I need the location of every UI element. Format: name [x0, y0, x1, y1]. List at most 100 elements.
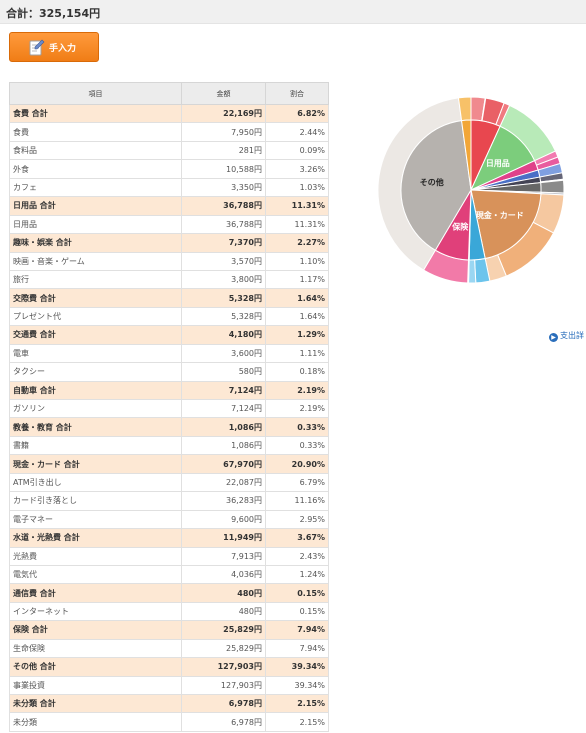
cell-pct: 2.19% [265, 398, 329, 419]
table-row: 光熱費 7,913円 2.43% [9, 546, 329, 566]
cell-amount: 4,180円 [181, 325, 266, 345]
pen-note-icon [29, 39, 45, 56]
cell-item: 自動車 合計 [9, 380, 182, 401]
table-row: 書籍 1,086円 0.33% [9, 435, 329, 456]
cell-pct: 1.03% [265, 177, 329, 198]
table-row: 電車 3,600円 1.11% [9, 343, 329, 364]
arrow-circle-icon: ▶ [549, 333, 558, 342]
cell-pct: 20.90% [265, 454, 329, 474]
budget-table: 項目 金額 割合 食費 合計 22,169円 6.82% 食費 7,950円 2.44% 食… [9, 82, 329, 732]
cell-amount: 281円 [181, 140, 266, 161]
inner-slice [400, 120, 472, 251]
table-row: プレゼント代 5,328円 1.64% [9, 306, 329, 327]
cell-item: カフェ [9, 177, 182, 198]
cell-item: 事業投資 [9, 675, 182, 696]
cell-item: 交通費 合計 [9, 325, 182, 345]
cell-item: ATM引き出し [9, 472, 182, 493]
category-total-row: 水道・光熱費 合計 11,949円 3.67% [9, 528, 329, 548]
cell-item: 未分類 [9, 712, 182, 732]
col-header-item: 項目 [9, 82, 182, 105]
category-total-row: 自動車 合計 7,124円 2.19% [9, 380, 329, 401]
cell-item: 生命保険 [9, 638, 182, 659]
cell-item: 日用品 [9, 214, 182, 235]
category-total-row: 交際費 合計 5,328円 1.64% [9, 288, 329, 308]
cell-pct: 2.95% [265, 509, 329, 530]
cell-pct: 11.31% [265, 196, 329, 216]
cell-pct: 0.09% [265, 140, 329, 161]
inner-slice [470, 189, 542, 260]
cell-pct: 6.82% [265, 103, 329, 124]
table-row: 食料品 281円 0.09% [9, 140, 329, 161]
inner-slice [461, 119, 472, 191]
cell-item: 現金・カード 合計 [9, 454, 182, 474]
cell-pct: 2.19% [265, 380, 329, 401]
table-row: 食費 7,950円 2.44% [9, 122, 329, 142]
total-bar: 合計：325,154円 [0, 0, 586, 24]
manual-input-button[interactable]: 手入力 [9, 32, 99, 62]
table-row: 電子マネー 9,600円 2.95% [9, 509, 329, 530]
cell-pct: 1.64% [265, 288, 329, 308]
cell-pct: 11.31% [265, 214, 329, 235]
cell-item: ガソリン [9, 398, 182, 419]
cell-amount: 480円 [181, 583, 266, 603]
cell-item: 教養・教育 合計 [9, 417, 182, 437]
cell-amount: 5,328円 [181, 288, 266, 308]
cell-item: 映画・音楽・ゲーム [9, 251, 182, 271]
cell-item: 書籍 [9, 435, 182, 456]
cell-item: 水道・光熱費 合計 [9, 528, 182, 548]
table-row: 日用品 36,788円 11.31% [9, 214, 329, 235]
table-row: タクシー 580円 0.18% [9, 362, 329, 382]
cell-item: インターネット [9, 601, 182, 622]
category-total-row: 教養・教育 合計 1,086円 0.33% [9, 417, 329, 437]
cell-pct: 1.29% [265, 325, 329, 345]
cell-pct: 7.94% [265, 638, 329, 659]
cell-item: 電子マネー [9, 509, 182, 530]
cell-amount: 1,086円 [181, 417, 266, 437]
cell-pct: 1.17% [265, 269, 329, 290]
cell-amount: 11,949円 [181, 528, 266, 548]
category-total-row: 保険 合計 25,829円 7.94% [9, 620, 329, 640]
cell-item: 日用品 合計 [9, 196, 182, 216]
category-total-row: その他 合計 127,903円 39.34% [9, 657, 329, 677]
cell-item: 電気代 [9, 564, 182, 585]
cell-amount: 7,913円 [181, 546, 266, 566]
category-total-row: 交通費 合計 4,180円 1.29% [9, 325, 329, 345]
cell-item: タクシー [9, 362, 182, 382]
pie-label: 保険 [451, 221, 469, 231]
outer-slice [468, 259, 477, 284]
cell-amount: 22,169円 [181, 103, 266, 124]
table-row: ATM引き出し 22,087円 6.79% [9, 472, 329, 493]
cell-amount: 25,829円 [181, 620, 266, 640]
cell-amount: 3,600円 [181, 343, 266, 364]
cell-amount: 1,086円 [181, 435, 266, 456]
col-header-pct: 割合 [265, 82, 329, 105]
cell-item: 外食 [9, 159, 182, 179]
cell-amount: 580円 [181, 362, 266, 382]
cell-pct: 0.33% [265, 435, 329, 456]
cell-pct: 39.34% [265, 657, 329, 677]
cell-pct: 1.64% [265, 306, 329, 327]
category-total-row: 通信費 合計 480円 0.15% [9, 583, 329, 603]
cell-amount: 7,124円 [181, 380, 266, 401]
cell-amount: 36,788円 [181, 214, 266, 235]
cell-amount: 3,570円 [181, 251, 266, 271]
cell-amount: 6,978円 [181, 693, 266, 714]
cell-amount: 36,283円 [181, 491, 266, 511]
cell-pct: 11.16% [265, 491, 329, 511]
expense-detail-link[interactable]: ▶ 支出詳 [549, 330, 584, 342]
table-header-row: 項目 金額 割合 [9, 82, 329, 105]
manual-input-label: 手入力 [49, 44, 77, 54]
cell-item: 旅行 [9, 269, 182, 290]
cell-pct: 0.15% [265, 583, 329, 603]
cell-pct: 7.94% [265, 620, 329, 640]
category-total-row: 日用品 合計 36,788円 11.31% [9, 196, 329, 216]
table-row: 事業投資 127,903円 39.34% [9, 675, 329, 696]
pie-label: 現金・カード [476, 210, 524, 220]
cell-pct: 0.18% [265, 362, 329, 382]
cell-pct: 2.15% [265, 712, 329, 732]
cell-pct: 1.10% [265, 251, 329, 271]
table-row: 未分類 6,978円 2.15% [9, 712, 329, 732]
col-header-amount: 金額 [181, 82, 266, 105]
category-total-row: 食費 合計 22,169円 6.82% [9, 103, 329, 124]
